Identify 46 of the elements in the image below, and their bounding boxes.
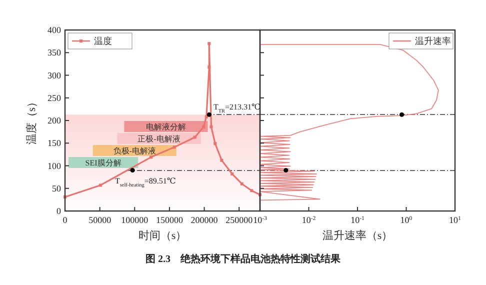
x-tick-label: 10$^{-2}$ [302,215,316,225]
x-tick-label: 50000 [88,215,112,225]
point [250,189,254,192]
point [193,136,196,139]
x-tick-label: 100000 [121,215,149,225]
point [130,168,135,173]
y-tick-label: 200 [48,116,62,126]
point [214,142,217,146]
point [206,112,212,117]
y-tick-label: 350 [48,48,62,58]
y-tick-label: 300 [48,70,62,80]
x-tick-label: 10$^{-1}$ [350,215,365,225]
x-tick-label: 0 [62,215,68,225]
point [220,158,224,162]
legend-label: 温升速率 [415,36,451,46]
point [208,42,211,46]
y-tick-label: 50 [52,183,62,194]
x-tick-label: 150000 [156,215,184,225]
band-label: 电解液分解 [146,122,186,132]
point [230,172,234,176]
point [202,125,206,128]
ref-line-label: T$_{self-heating}$=89.51℃ [114,176,176,188]
text: 图 2.3 绝热环境下样品电池热特性测试结果 [146,253,342,265]
x-tick-label: 250000 [226,215,254,225]
y-axis-title: 温度（s） [25,96,38,145]
band-label: 正极-电解液 [138,134,180,144]
x-tick-label: 10$^{1}$ [449,215,462,225]
ref-line-label: T$_{TR}$=213.31℃ [214,102,261,114]
y-tick-label: 150 [48,138,62,148]
band-label: SEI膜分解 [85,158,122,168]
x-axis-title: 温升速率（s） [322,229,393,242]
x-tick-label: 10$^{0}$ [400,215,412,225]
y-tick-label: 250 [48,92,62,103]
point [240,182,244,186]
x-tick-label: 200000 [190,215,218,225]
x-tick-label: 10$^{-3}$ [253,215,268,225]
point [172,146,176,149]
point [149,156,153,159]
point [99,184,102,187]
x-axis-title: 时间（s） [138,229,187,242]
y-tick-label: 100 [48,160,62,171]
y-tick-label: 400 [48,25,62,35]
band-label: 负极-电解液 [113,146,156,156]
y-tick-label: 0 [56,206,62,216]
legend-label: 温度 [94,36,112,46]
point [210,125,213,128]
